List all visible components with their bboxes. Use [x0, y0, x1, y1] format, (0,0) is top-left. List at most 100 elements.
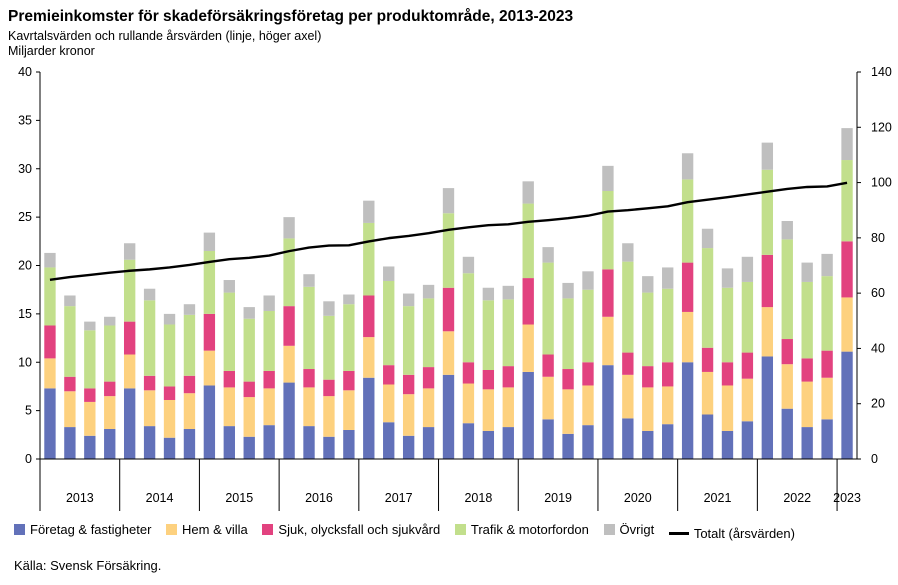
bar-segment-foretag — [741, 421, 754, 459]
bar-segment-hem — [761, 307, 774, 357]
right-tick-label: 40 — [871, 341, 885, 355]
bar-segment-foretag — [662, 424, 674, 459]
bar-segment-foretag — [183, 429, 196, 459]
bar-segment-hem — [462, 383, 475, 424]
year-label: 2021 — [704, 491, 732, 505]
bar-segment-hem — [701, 371, 714, 415]
bar-segment-sjuk — [104, 381, 116, 397]
bar-segment-hem — [542, 376, 554, 420]
bar-segment-ovrigt — [123, 243, 136, 260]
bar-segment-foretag — [402, 435, 415, 459]
bar-segment-sjuk — [442, 287, 455, 332]
bar-segment-foretag — [323, 436, 335, 459]
bar-segment-ovrigt — [64, 295, 76, 307]
bar-segment-ovrigt — [44, 252, 56, 268]
legend-label-ovrigt: Övrigt — [619, 522, 655, 537]
year-label: 2018 — [464, 491, 492, 505]
bar-segment-trafik — [761, 169, 774, 255]
bar-segment-foretag — [123, 388, 136, 459]
bar-segment-sjuk — [761, 254, 774, 308]
bar-segment-hem — [422, 388, 435, 428]
bar-segment-trafik — [741, 281, 754, 353]
left-tick-label: 20 — [18, 259, 32, 273]
bar-segment-trafik — [343, 304, 355, 371]
bar-segment-sjuk — [143, 375, 156, 391]
bar-segment-ovrigt — [263, 295, 275, 311]
bar-segment-trafik — [781, 239, 793, 340]
bar-segment-hem — [622, 374, 634, 419]
left-tick-label: 25 — [18, 210, 32, 224]
legend-swatch-foretag — [14, 524, 25, 535]
bar-segment-hem — [243, 397, 255, 437]
bar-segment-ovrigt — [402, 293, 415, 307]
bar-segment-sjuk — [542, 354, 554, 377]
legend-label-foretag: Företag & fastigheter — [30, 522, 152, 537]
year-label: 2015 — [225, 491, 253, 505]
bar-segment-foretag — [263, 425, 275, 459]
bar-segment-hem — [263, 388, 275, 426]
bar-segment-foretag — [482, 430, 495, 459]
bar-segment-hem — [681, 311, 694, 363]
bar-segment-ovrigt — [502, 285, 514, 300]
total-line-layer — [49, 181, 848, 282]
bar-segment-trafik — [263, 310, 275, 371]
bar-segment-trafik — [841, 160, 853, 242]
bar-segment-trafik — [123, 259, 136, 322]
bar-segment-ovrigt — [602, 165, 614, 191]
tick-label-layer: 0 5 10 15 20 25 30 35 40 0 20 40 60 80 100 120 140 2013 20… — [18, 65, 892, 505]
bar-segment-foretag — [64, 427, 76, 459]
bar-segment-hem — [821, 377, 833, 420]
bar-segment-hem — [642, 387, 654, 431]
year-label: 2017 — [385, 491, 413, 505]
right-tick-label: 120 — [871, 120, 892, 134]
year-label: 2022 — [783, 491, 811, 505]
bar-segment-hem — [343, 390, 355, 430]
bar-segment-hem — [143, 390, 156, 427]
bar-segment-trafik — [223, 292, 235, 371]
bar-segment-ovrigt — [522, 181, 534, 204]
bar-segment-hem — [183, 393, 196, 430]
bar-segment-trafik — [44, 267, 56, 326]
bar-segment-trafik — [143, 300, 156, 376]
bar-segment-sjuk — [801, 358, 813, 382]
bar-segment-hem — [801, 381, 813, 428]
bar-segment-ovrigt — [562, 282, 574, 299]
bar-segment-hem — [402, 394, 415, 436]
bar-segment-ovrigt — [183, 304, 196, 315]
bar-segment-hem — [502, 387, 514, 428]
bar-segment-hem — [64, 391, 76, 428]
bar-segment-foretag — [422, 427, 435, 459]
bar-segment-ovrigt — [462, 256, 475, 274]
legend: Företag & fastigheter Hem & villa Sjuk, … — [14, 522, 806, 541]
bar-segment-foretag — [203, 385, 216, 459]
bar-segment-ovrigt — [642, 276, 654, 293]
left-tick-label: 5 — [25, 404, 32, 418]
bar-segment-ovrigt — [343, 294, 355, 305]
year-label: 2014 — [146, 491, 174, 505]
bar-segment-trafik — [562, 298, 574, 370]
bar-segment-hem — [602, 316, 614, 366]
bar-segment-hem — [482, 389, 495, 431]
bar-segment-foretag — [622, 418, 634, 459]
bar-segment-ovrigt — [761, 142, 774, 170]
bar-segment-trafik — [383, 280, 395, 366]
bar-segment-foretag — [44, 388, 56, 459]
bar-segment-sjuk — [203, 313, 216, 351]
bar-segment-sjuk — [223, 370, 235, 388]
right-tick-label: 20 — [871, 397, 885, 411]
bar-segment-trafik — [721, 287, 734, 363]
legend-item-ovrigt: Övrigt — [603, 522, 655, 537]
bar-segment-foretag — [582, 425, 594, 459]
bar-segment-sjuk — [64, 376, 76, 392]
chart-title: Premieinkomster för skadeförsäkringsföre… — [8, 8, 574, 25]
left-tick-label: 35 — [18, 113, 32, 127]
bar-segment-trafik — [681, 179, 694, 263]
bar-segment-ovrigt — [741, 256, 754, 282]
bar-segment-sjuk — [422, 367, 435, 389]
legend-label-sjuk: Sjuk, olycksfall och sjukvård — [278, 522, 441, 537]
bar-segment-sjuk — [662, 362, 674, 387]
bar-segment-sjuk — [243, 381, 255, 398]
legend-label-totalt: Totalt (årsvärden) — [693, 526, 795, 541]
left-tick-label: 0 — [25, 452, 32, 466]
bar-segment-trafik — [502, 299, 514, 367]
